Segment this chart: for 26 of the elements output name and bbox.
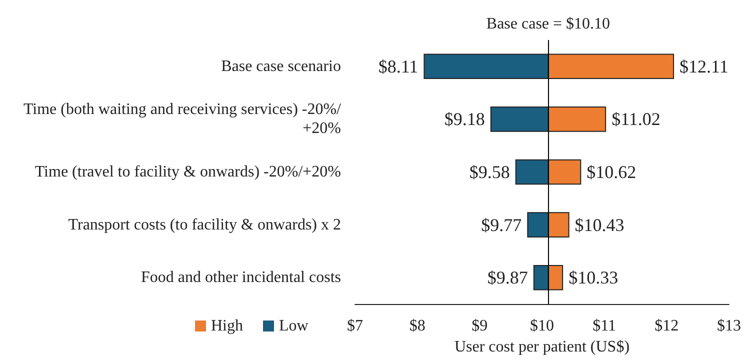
y-tick-label: Time (travel to facility & onwards) -20%/+20% [34, 164, 341, 180]
data-label: $9.77 [481, 214, 522, 235]
x-tick-label: $9 [472, 318, 488, 334]
data-label: $12.11 [680, 56, 728, 76]
data-label: $8.11 [378, 56, 418, 76]
data-label: $9.18 [444, 109, 485, 130]
x-axis-title: User cost per patient (US$) [454, 338, 630, 356]
x-tick-label: $8 [409, 318, 426, 334]
x-tick-label: $13 [717, 318, 741, 334]
x-tick-label: $11 [592, 318, 616, 334]
data-label: $9.58 [469, 162, 510, 182]
ref-line-label: Base case = $10.10 [486, 16, 610, 32]
y-tick-label: Food and other incidental costs [141, 269, 341, 286]
data-label: $10.62 [586, 162, 636, 182]
x-tick-label: $7 [347, 318, 363, 334]
x-tick-label: $10 [530, 318, 554, 334]
data-label: $10.33 [568, 268, 618, 288]
legend-label: Low [279, 318, 309, 334]
legend-label: High [211, 318, 243, 334]
y-tick-label: Time (both waiting and receiving services) -20%/+20% [23, 101, 342, 138]
x-tick-label: $12 [654, 318, 679, 334]
data-label: $10.43 [574, 214, 624, 235]
y-tick-label: Base case scenario [221, 58, 341, 75]
y-tick-label: Transport costs (to facility & onwards) x 2 [68, 216, 341, 234]
data-label: $9.87 [487, 268, 528, 288]
data-label: $11.02 [612, 109, 660, 130]
